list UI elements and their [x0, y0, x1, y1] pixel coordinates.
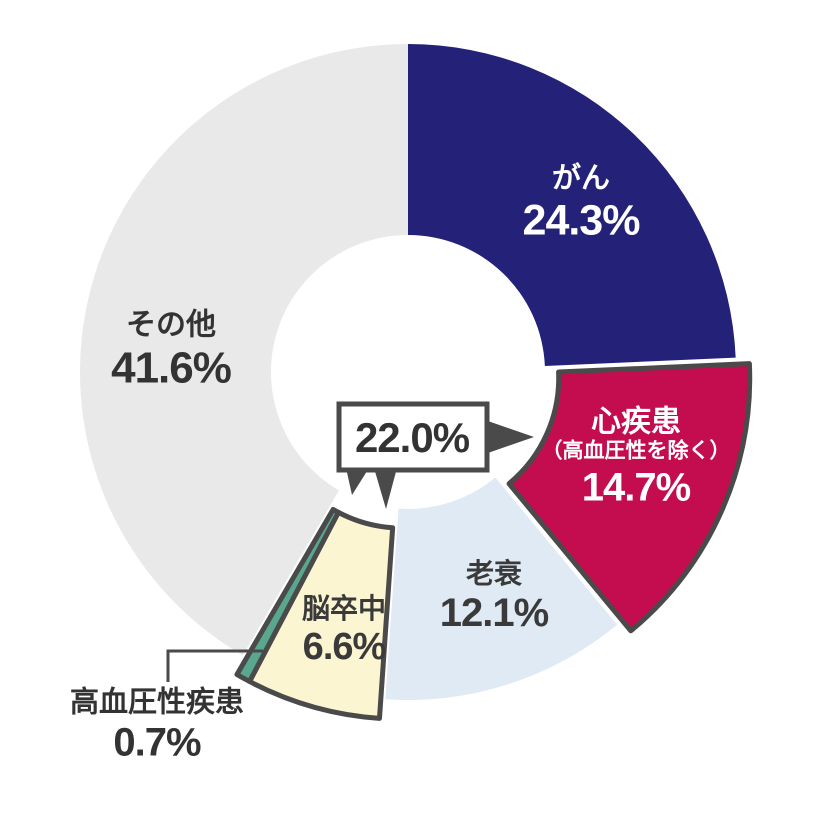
slice-heart: [506, 361, 753, 634]
callout-bubble: 22.0%: [336, 401, 534, 509]
slice-senility: [385, 477, 618, 701]
callout-value: 22.0%: [355, 414, 470, 461]
slice-hypertensive: [234, 506, 341, 684]
donut-slices: [79, 43, 753, 721]
callout-box: [336, 401, 490, 473]
hypertensive-leader-line: [166, 649, 263, 682]
callout-pointer-right-icon: [485, 420, 534, 454]
callout-pointer-down-left-icon: [346, 468, 369, 495]
slice-cancer: [408, 44, 736, 366]
callout-pointer-down-icon: [374, 468, 397, 509]
slice-others: [79, 43, 409, 656]
